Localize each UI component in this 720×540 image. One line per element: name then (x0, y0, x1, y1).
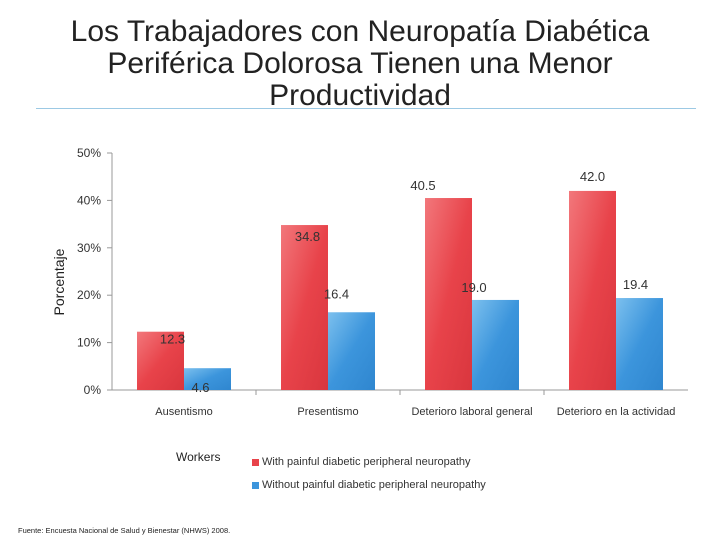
slide-title: Los Trabajadores con Neuropatía Diabétic… (70, 15, 650, 112)
bar-with-pdpn (569, 190, 616, 390)
y-tick-label: 30% (77, 241, 101, 255)
data-label: 42.0 (580, 169, 605, 184)
x-category-label: Ausentismo (155, 406, 212, 418)
x-category-label: Deterioro laboral general (411, 406, 532, 418)
legend-swatch-blue (252, 481, 259, 489)
x-category-label: Deterioro en la actividad (557, 406, 676, 418)
y-tick-label: 50% (77, 146, 101, 160)
bar-without-pdpn (472, 299, 519, 390)
legend-swatch-red (252, 458, 259, 466)
bar-with-pdpn (137, 331, 184, 390)
bar-without-pdpn (184, 368, 231, 390)
y-tick-label: 0% (84, 383, 102, 397)
legend-title: Workers (176, 450, 221, 464)
source-note: Fuente: Encuesta Nacional de Salud y Bie… (18, 526, 231, 535)
legend-item-without-pdpn: Without painful diabetic peripheral neur… (252, 479, 486, 491)
y-tick-label: 20% (77, 288, 101, 302)
bar-with-pdpn (425, 198, 472, 390)
legend-label: With painful diabetic peripheral neuropa… (262, 456, 471, 468)
bar-without-pdpn (328, 312, 375, 390)
bar-with-pdpn (281, 225, 328, 390)
y-tick-label: 10% (77, 336, 101, 350)
data-label: 19.0 (461, 280, 486, 295)
y-axis-label: Porcentaje (51, 248, 67, 315)
y-tick-label: 40% (77, 193, 101, 207)
title-divider (36, 108, 696, 109)
data-label: 40.5 (410, 178, 435, 193)
data-label: 4.6 (191, 380, 209, 395)
legend-item-with-pdpn: With painful diabetic peripheral neuropa… (252, 456, 471, 468)
data-label: 19.4 (623, 277, 648, 292)
data-label: 12.3 (160, 332, 185, 347)
legend-label: Without painful diabetic peripheral neur… (262, 479, 486, 491)
bar-without-pdpn (616, 298, 663, 390)
data-label: 16.4 (324, 286, 349, 301)
data-label: 34.8 (295, 229, 320, 244)
x-category-label: Presentismo (297, 406, 358, 418)
